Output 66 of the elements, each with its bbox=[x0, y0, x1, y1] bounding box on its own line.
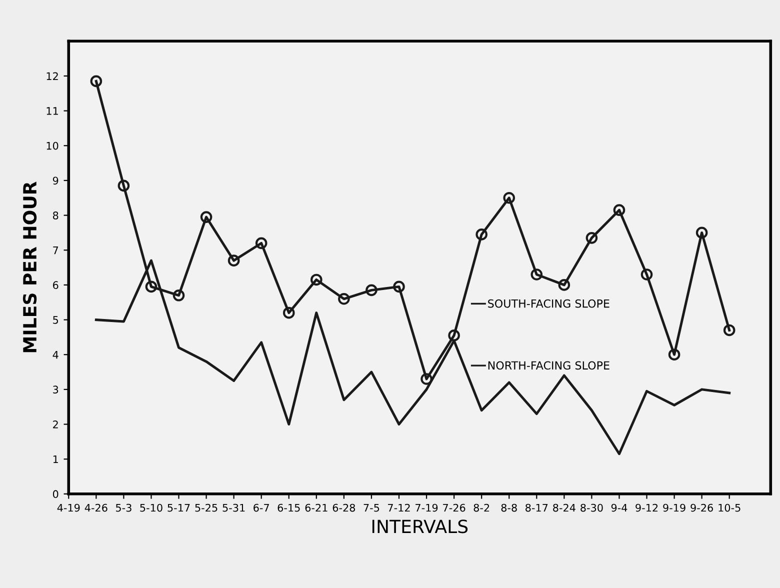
point bbox=[200, 211, 212, 223]
point bbox=[530, 268, 543, 280]
point bbox=[723, 324, 736, 336]
y-tick-label: 9 bbox=[52, 176, 58, 185]
y-tick-label: 2 bbox=[53, 420, 58, 428]
x-tick-label: 6-15 bbox=[278, 504, 300, 512]
x-tick-label: 7-26 bbox=[443, 504, 466, 512]
point bbox=[696, 226, 708, 239]
x-tick-label: 5-31 bbox=[222, 504, 245, 512]
y-tick-label: 4 bbox=[52, 350, 58, 359]
point bbox=[586, 232, 598, 244]
legend-label: NORTH-FACING SLOPE bbox=[488, 361, 610, 370]
x-tick-label: 5-17 bbox=[168, 504, 190, 512]
point bbox=[172, 289, 185, 302]
x-tick-label: 8-17 bbox=[526, 504, 548, 512]
point bbox=[228, 254, 240, 266]
x-tick-label: 10-5 bbox=[718, 504, 740, 512]
y-tick-label: 8 bbox=[52, 212, 58, 220]
point bbox=[558, 279, 570, 291]
point bbox=[255, 237, 268, 250]
y-tick-label: 1 bbox=[53, 455, 58, 464]
x-tick-label: 9-4 bbox=[611, 504, 628, 512]
x-tick-label: 6-28 bbox=[332, 504, 356, 512]
x-tick-label: 7-19 bbox=[416, 504, 438, 512]
y-axis-title: MILES PER HOUR bbox=[22, 182, 37, 352]
x-tick-label: 8-2 bbox=[474, 504, 490, 512]
y-tick-label: 12 bbox=[46, 72, 58, 80]
y-tick-label: 6 bbox=[53, 281, 58, 290]
point bbox=[366, 284, 378, 296]
x-tick-label: 9-26 bbox=[690, 504, 713, 512]
x-tick-label: 7-12 bbox=[388, 504, 410, 512]
x-tick-label: 8-24 bbox=[553, 504, 576, 512]
x-tick-label: 4-26 bbox=[84, 504, 108, 512]
point bbox=[476, 228, 488, 240]
x-tick-label: 7-5 bbox=[364, 504, 380, 512]
point bbox=[90, 75, 102, 88]
point bbox=[503, 192, 516, 204]
x-tick-label: 4-19 bbox=[57, 504, 80, 512]
x-axis-title: INTERVALS bbox=[372, 520, 468, 534]
x-tick-label: 9-19 bbox=[663, 504, 686, 512]
x-tick-label: 5-10 bbox=[140, 504, 162, 512]
point bbox=[448, 330, 460, 342]
x-tick-label: 6-7 bbox=[254, 504, 269, 512]
y-tick-label: 7 bbox=[53, 246, 58, 254]
point bbox=[282, 306, 295, 319]
y-tick-label: 3 bbox=[53, 386, 58, 394]
point bbox=[640, 268, 653, 280]
y-tick-label: 10 bbox=[46, 142, 58, 150]
x-tick-label: 5-3 bbox=[116, 504, 132, 512]
point bbox=[668, 348, 680, 361]
y-tick-label: 11 bbox=[46, 107, 58, 115]
y-tick-label: 0 bbox=[52, 490, 58, 498]
point bbox=[338, 292, 350, 305]
x-tick-label: 9-12 bbox=[636, 504, 658, 512]
y-tick-label: 5 bbox=[53, 316, 58, 324]
legend-label: SOUTH-FACING SLOPE bbox=[488, 299, 610, 308]
point bbox=[118, 180, 130, 192]
point bbox=[420, 373, 432, 385]
point bbox=[613, 204, 626, 216]
x-tick-label: 6-21 bbox=[305, 504, 328, 512]
point bbox=[145, 280, 158, 293]
x-tick-label: 8-8 bbox=[501, 504, 517, 512]
x-tick-label: 5-25 bbox=[195, 504, 218, 512]
x-tick-label: 8-30 bbox=[580, 504, 603, 512]
point bbox=[310, 274, 322, 286]
point bbox=[393, 280, 405, 293]
